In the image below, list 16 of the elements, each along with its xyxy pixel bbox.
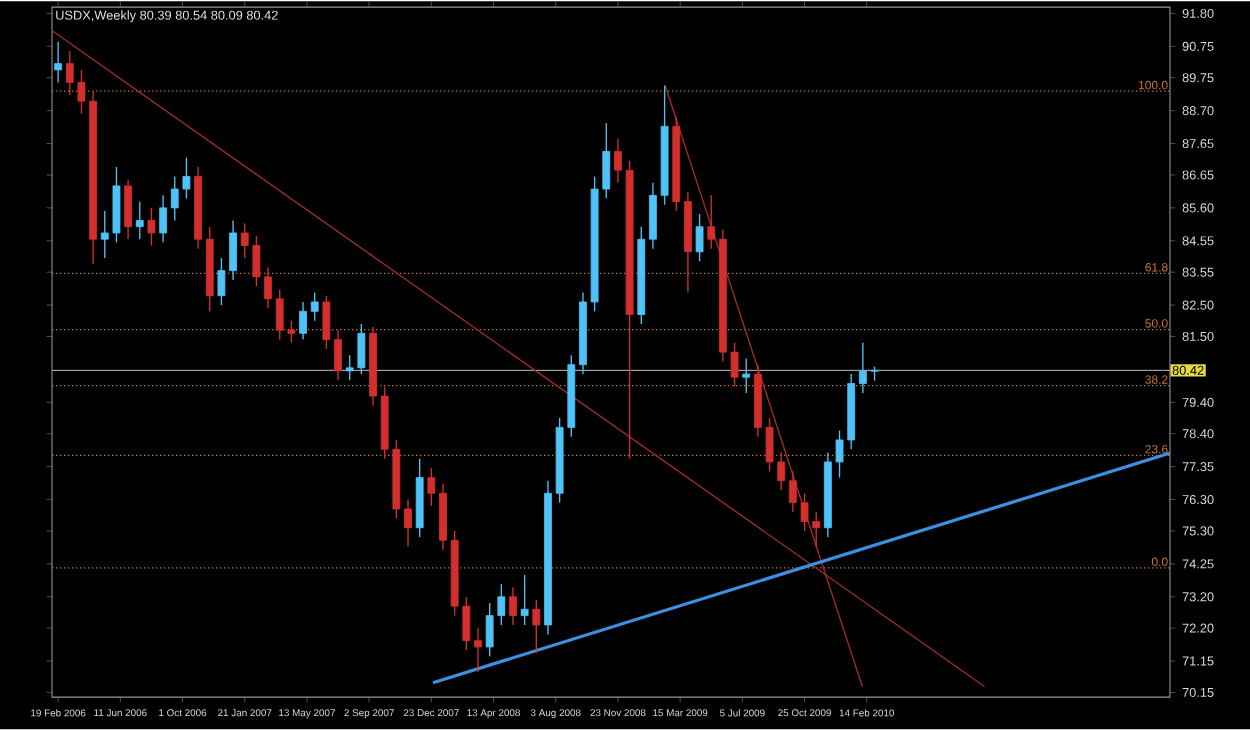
candlestick — [439, 483, 447, 551]
candlestick — [742, 358, 751, 395]
candlestick — [427, 467, 436, 507]
candlestick — [520, 574, 529, 627]
candlestick — [299, 301, 307, 341]
candlestick — [54, 41, 63, 84]
candlestick — [124, 179, 132, 241]
candlestick — [159, 195, 167, 244]
candlestick — [147, 207, 156, 247]
candlestick — [532, 599, 541, 655]
candlestick — [135, 201, 144, 241]
candlestick — [695, 213, 704, 263]
candlestick — [509, 587, 517, 627]
candlestick — [310, 292, 319, 322]
candlestick — [707, 195, 716, 250]
candlestick — [474, 627, 482, 674]
